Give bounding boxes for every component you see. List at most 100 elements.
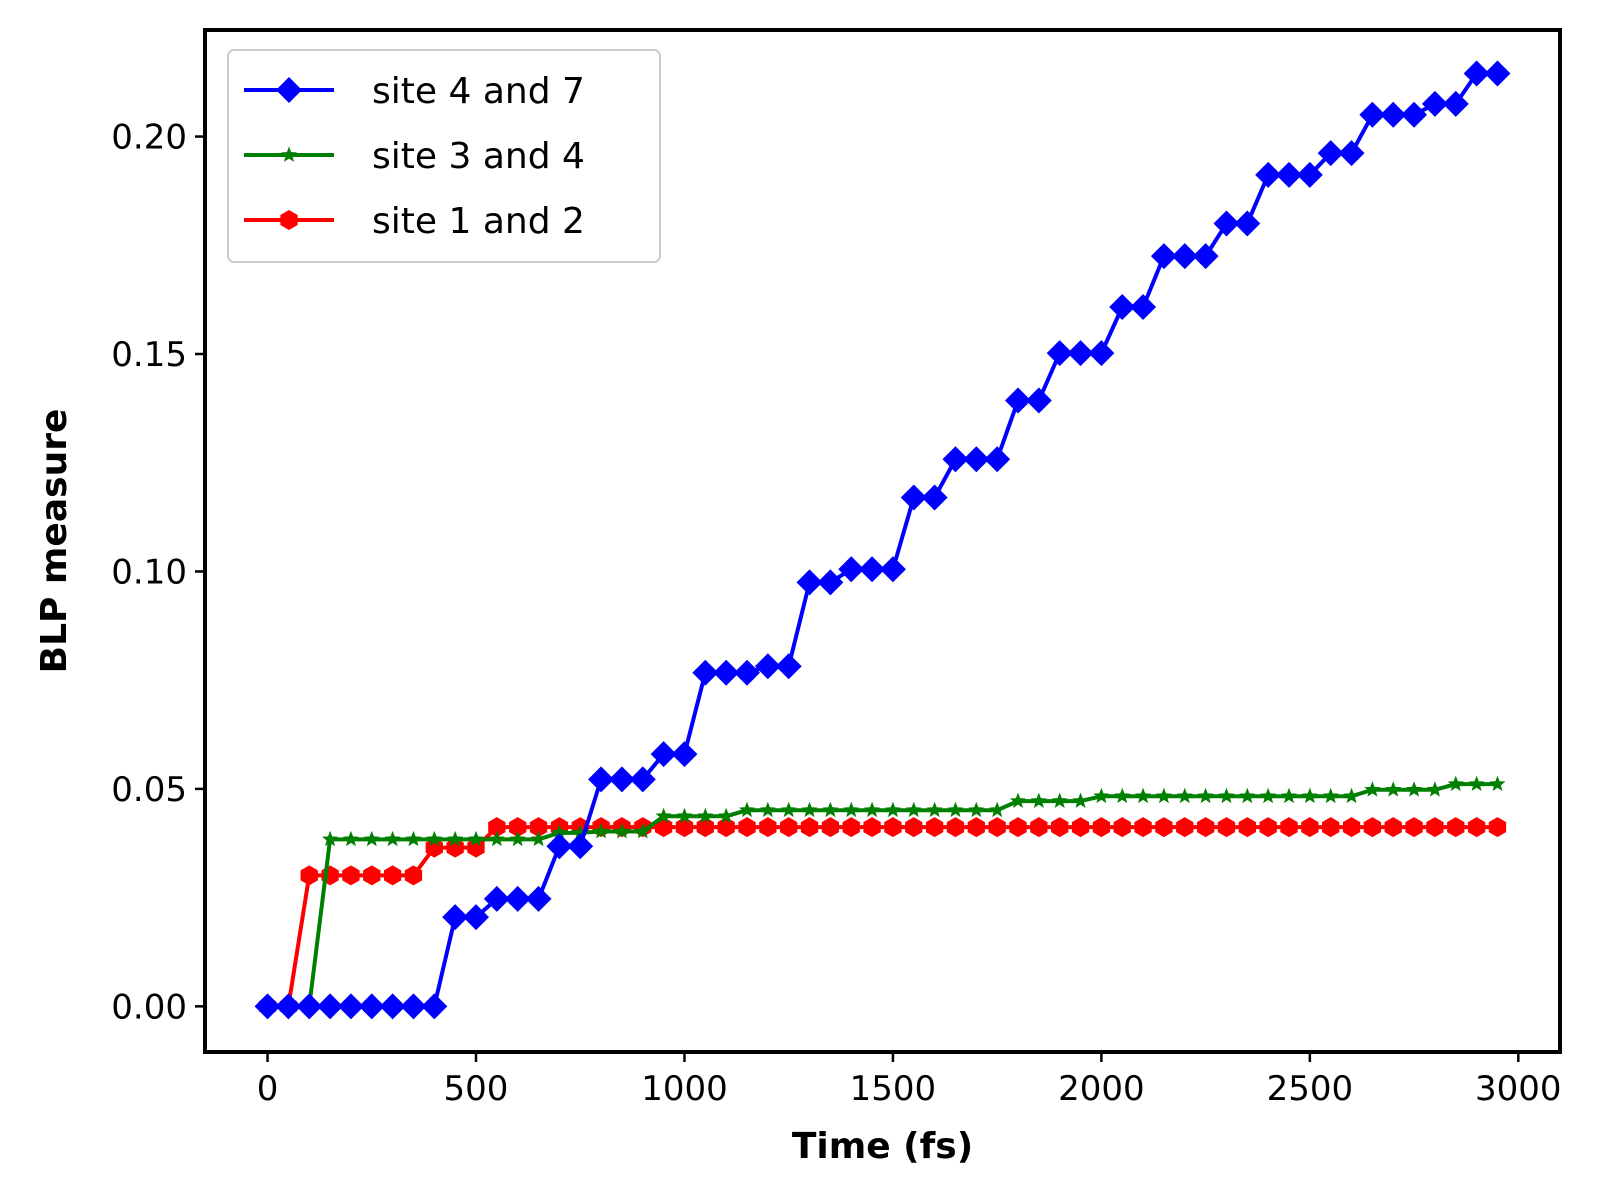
data-point (1134, 817, 1152, 838)
data-point (800, 817, 819, 838)
data-point (342, 865, 360, 886)
data-point (655, 807, 672, 824)
legend-label: site 3 and 4 (372, 136, 585, 177)
data-point (592, 823, 610, 839)
data-point (447, 830, 464, 847)
data-point (1322, 817, 1340, 838)
data-point (921, 484, 948, 511)
data-point (363, 865, 381, 886)
data-point (488, 817, 506, 838)
x-axis-title: Time (fs) (792, 1126, 973, 1167)
legend-label: site 1 and 2 (372, 201, 585, 242)
series-line (267, 782, 1498, 1009)
data-point (1484, 60, 1511, 87)
data-point (926, 801, 943, 818)
data-point (629, 766, 656, 793)
legend-item-site-3-and-4: site 3 and 4 (244, 136, 585, 177)
data-point (879, 556, 906, 583)
data-point (1296, 161, 1323, 188)
data-point (1176, 817, 1194, 838)
data-point (1463, 60, 1490, 87)
data-point (1384, 817, 1402, 838)
data-point (1447, 817, 1465, 838)
data-point (1401, 101, 1428, 128)
data-point (696, 817, 714, 838)
series-site-3-and-4 (259, 775, 1506, 1014)
axes-layer: 0 500 1000 1500 2000 2500 3000 0.00 0.05 0.10 0.15… (111, 118, 1561, 1109)
data-point (967, 817, 985, 838)
data-point (859, 556, 886, 583)
data-point (1447, 775, 1464, 791)
data-point (463, 904, 489, 931)
data-point (1489, 775, 1506, 791)
data-point (546, 833, 573, 860)
x-tick-label: 2500 (1267, 1069, 1354, 1109)
data-point (988, 817, 1006, 838)
data-point (1238, 817, 1256, 838)
data-point (1442, 90, 1469, 117)
data-point (1196, 817, 1215, 838)
data-point (379, 993, 406, 1020)
y-tick-label: 0.00 (111, 987, 187, 1027)
data-point (863, 817, 881, 838)
data-point (692, 659, 719, 686)
data-point (947, 801, 964, 818)
data-point (1338, 140, 1365, 167)
x-tick-label: 500 (444, 1069, 509, 1109)
data-point (588, 766, 615, 793)
data-point (530, 830, 547, 847)
data-point (467, 830, 485, 847)
data-point (676, 807, 693, 824)
data-point (1093, 787, 1110, 804)
legend-box (227, 49, 661, 263)
data-point (1072, 792, 1089, 808)
data-point (775, 653, 802, 680)
data-point (1342, 817, 1361, 838)
data-point (780, 801, 797, 818)
data-point (738, 801, 756, 818)
x-tick-label: 3000 (1475, 1069, 1562, 1109)
data-point (1468, 775, 1485, 791)
x-tick-label: 2000 (1058, 1069, 1145, 1109)
data-point (925, 817, 944, 838)
y-tick-label: 0.15 (111, 335, 187, 375)
data-point (405, 830, 422, 847)
data-point (963, 446, 990, 473)
data-point (984, 446, 1011, 473)
data-point (1155, 787, 1173, 804)
data-point (467, 837, 485, 858)
data-point (567, 833, 594, 860)
data-point (1380, 101, 1407, 128)
data-point (1134, 787, 1152, 804)
data-point (1109, 294, 1136, 321)
data-point (384, 830, 401, 847)
y-tick-label: 0.05 (111, 770, 187, 810)
data-point (1280, 817, 1298, 838)
data-point (442, 904, 469, 931)
data-point (821, 817, 840, 838)
data-point (1317, 140, 1344, 167)
data-point (1276, 161, 1302, 188)
data-point (1405, 781, 1423, 797)
data-point (1176, 787, 1193, 804)
data-point (509, 830, 526, 847)
data-point (296, 993, 323, 1020)
x-tick-label: 1000 (641, 1069, 728, 1109)
data-point (404, 865, 423, 886)
y-axis-title: BLP measure (34, 409, 75, 674)
series-site-1-and-2 (258, 817, 1507, 1017)
data-point (1364, 781, 1381, 797)
data-point (838, 556, 865, 583)
data-point (817, 569, 844, 596)
data-point (1155, 817, 1173, 838)
data-point (342, 830, 360, 847)
series-site-4-and-7 (254, 60, 1511, 1020)
data-point (884, 801, 902, 818)
data-point (1114, 787, 1131, 804)
data-point (300, 865, 318, 886)
data-point (426, 830, 443, 847)
data-point (1488, 817, 1507, 838)
data-point (1030, 792, 1047, 808)
data-point (713, 659, 740, 686)
